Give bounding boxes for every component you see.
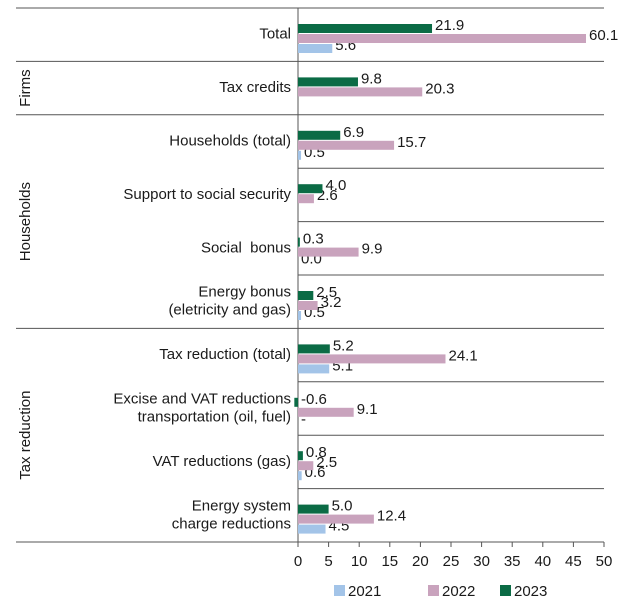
bar — [298, 514, 374, 524]
bar — [298, 44, 333, 53]
bar — [298, 184, 323, 194]
bar — [298, 87, 423, 97]
value-label: 0.8 — [306, 444, 327, 461]
x-tick-label: 15 — [381, 553, 398, 570]
value-label: 9.9 — [362, 241, 383, 258]
category-label: Households (total) — [169, 132, 291, 149]
legend-swatch — [334, 585, 345, 596]
bar — [298, 311, 302, 320]
x-tick-label: 0 — [294, 553, 302, 570]
value-label: 5.0 — [332, 498, 353, 515]
value-label: 2.5 — [316, 454, 337, 471]
group-label: Tax reduction — [17, 391, 34, 480]
value-label: -0.6 — [301, 391, 327, 408]
bar — [298, 451, 303, 461]
group-label: Households — [17, 182, 34, 261]
value-label: - — [301, 411, 306, 428]
value-label: 20.3 — [425, 80, 454, 97]
value-label: 12.4 — [377, 508, 406, 525]
x-tick-label: 25 — [443, 553, 460, 570]
value-label: 5.2 — [333, 337, 354, 354]
value-label: 60.1 — [589, 27, 618, 44]
bar — [298, 524, 326, 534]
bar — [298, 34, 586, 43]
bar — [298, 364, 330, 374]
value-label: 15.7 — [397, 134, 426, 151]
bar — [298, 24, 433, 33]
bar — [298, 291, 314, 300]
legend-label: 2022 — [442, 583, 475, 600]
value-label: 24.1 — [448, 347, 477, 364]
group-label: Firms — [17, 69, 34, 107]
x-tick-label: 40 — [534, 553, 551, 570]
bar — [298, 237, 300, 247]
category-label: Tax credits — [219, 79, 291, 96]
x-tick-label: 45 — [565, 553, 582, 570]
bar — [298, 150, 302, 160]
value-label: 9.8 — [361, 70, 382, 87]
value-label: 0.3 — [303, 231, 324, 248]
bar — [298, 301, 318, 310]
category-label: Tax reduction (total) — [159, 346, 291, 363]
bar — [298, 130, 341, 140]
category-label: Social bonus — [201, 239, 291, 256]
category-label: Energy system charge reductions — [172, 497, 291, 532]
bar — [294, 397, 298, 407]
value-label: 4.0 — [325, 177, 346, 194]
value-label: 6.9 — [343, 124, 364, 141]
x-tick-label: 20 — [412, 553, 429, 570]
bar — [298, 471, 302, 481]
bar — [298, 407, 354, 417]
category-label: Energy bonus (eletricity and gas) — [168, 284, 291, 319]
category-label: Support to social security — [123, 186, 291, 203]
category-label: VAT reductions (gas) — [153, 453, 291, 470]
legend-label: 2023 — [514, 583, 547, 600]
x-tick-label: 35 — [504, 553, 521, 570]
bar — [298, 140, 395, 150]
x-tick-label: 30 — [473, 553, 490, 570]
category-label: Total — [259, 26, 291, 43]
legend-swatch — [428, 585, 439, 596]
x-tick-label: 5 — [324, 553, 332, 570]
bar — [298, 194, 314, 204]
category-label: Excise and VAT reductions transportation … — [113, 390, 291, 425]
legend-swatch — [500, 585, 511, 596]
value-label: 2.5 — [316, 284, 337, 301]
value-label: 9.1 — [357, 401, 378, 418]
value-label: 21.9 — [435, 17, 464, 34]
value-label: 3.2 — [321, 294, 342, 311]
bar — [298, 344, 330, 354]
legend-label: 2021 — [348, 583, 381, 600]
x-tick-label: 50 — [596, 553, 613, 570]
x-tick-label: 10 — [351, 553, 368, 570]
bar — [298, 77, 358, 87]
bar — [298, 504, 329, 514]
bar — [298, 247, 359, 257]
bar — [298, 461, 314, 471]
bar — [298, 354, 446, 364]
